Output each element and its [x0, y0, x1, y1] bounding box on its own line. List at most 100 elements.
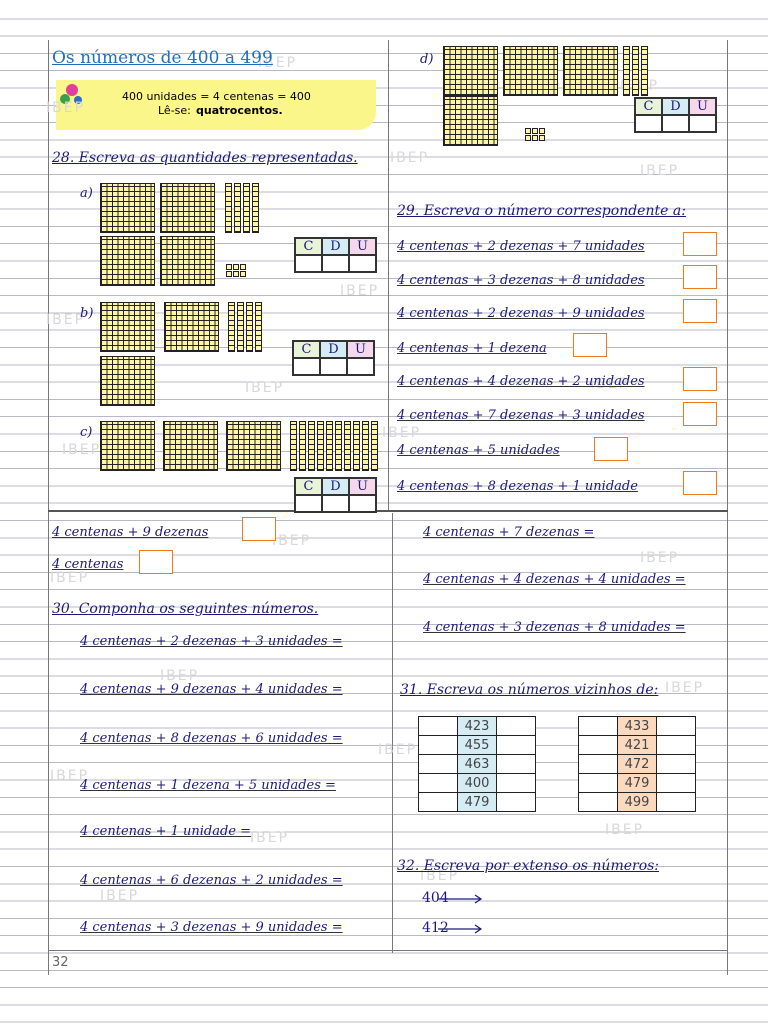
expression: 4 centenas + 8 dezenas + 6 unidades =	[80, 731, 343, 746]
place-value-label: D	[320, 341, 347, 358]
hundred-block	[160, 236, 215, 286]
answer-cell	[578, 792, 618, 812]
watermark: IBEP	[46, 312, 86, 328]
place-value-label: C	[295, 238, 322, 255]
hundred-block	[443, 96, 498, 146]
answer-cell	[656, 773, 696, 793]
watermark: IBEP	[640, 550, 680, 566]
number-cell: 479	[617, 773, 657, 793]
page-number: 32	[52, 955, 69, 970]
answer-cell	[418, 754, 458, 774]
item-label: b)	[80, 306, 94, 321]
watermark: IBEP	[245, 380, 285, 396]
number-cell: 499	[617, 792, 657, 812]
watermark: IBEP	[50, 768, 90, 784]
neighbors-table: 433 421 472 479 499	[578, 716, 696, 812]
answer-box	[683, 471, 717, 495]
answer-cell	[578, 735, 618, 755]
answer-box	[683, 265, 717, 289]
answer-cell	[418, 716, 458, 736]
answer-cell	[656, 716, 696, 736]
answer-cell	[349, 255, 376, 272]
unit-cube	[539, 135, 545, 141]
ten-rod	[326, 421, 333, 471]
expression: 4 centenas + 9 dezenas + 4 unidades =	[80, 682, 343, 697]
hundred-block	[503, 46, 558, 96]
number-cell: 433	[617, 716, 657, 736]
expression: 4 centenas + 3 dezenas + 9 unidades =	[80, 920, 343, 935]
answer-cell	[322, 255, 349, 272]
answer-cell	[295, 495, 322, 512]
expression: 4 centenas + 1 dezena	[397, 341, 547, 356]
hundred-block	[160, 183, 215, 233]
answer-cell	[496, 792, 536, 812]
watermark: IBEP	[378, 742, 418, 758]
place-value-label: U	[349, 478, 376, 495]
number-cell: 472	[617, 754, 657, 774]
expression: 4 centenas + 4 dezenas + 4 unidades =	[423, 572, 686, 587]
watermark: IBEP	[62, 442, 102, 458]
watermark: IBEP	[382, 425, 422, 441]
answer-cell	[496, 735, 536, 755]
unit-cube	[226, 264, 232, 270]
answer-cell	[418, 735, 458, 755]
unit-cube	[233, 264, 239, 270]
expression: 4 centenas + 3 dezenas + 8 unidades	[397, 273, 645, 288]
read-prefix: Lê-se:	[158, 104, 191, 117]
watermark: IBEP	[250, 830, 290, 846]
watermark: IBEP	[640, 163, 680, 179]
margin-line	[48, 40, 49, 975]
margin-line	[727, 40, 728, 975]
expression: 4 centenas + 7 dezenas =	[423, 525, 595, 540]
expression: 4 centenas + 1 unidade =	[80, 824, 252, 839]
ten-rod	[641, 46, 648, 96]
answer-box	[683, 402, 717, 426]
item-label: c)	[80, 425, 93, 440]
answer-cell	[418, 792, 458, 812]
number-cell: 400	[457, 773, 497, 793]
ten-rod	[317, 421, 324, 471]
watermark: IBEP	[160, 668, 200, 684]
ten-rod	[362, 421, 369, 471]
watermark: IBEP	[50, 570, 90, 586]
expression: 4 centenas + 5 unidades	[397, 443, 560, 458]
ten-rod	[252, 183, 259, 233]
answer-box	[594, 437, 628, 461]
number-cell: 423	[457, 716, 497, 736]
column-divider	[392, 513, 393, 953]
unit-cube	[539, 128, 545, 134]
unit-cube	[240, 271, 246, 277]
answer-cell	[578, 716, 618, 736]
ten-rod	[246, 302, 253, 352]
info-line: 400 unidades = 4 centenas = 400	[122, 90, 311, 103]
place-value-label: D	[322, 478, 349, 495]
icon	[74, 96, 82, 104]
place-value-label: D	[662, 98, 689, 115]
unit-cube	[233, 271, 239, 277]
ten-rod	[237, 302, 244, 352]
number-cell: 479	[457, 792, 497, 812]
hundred-block	[100, 421, 155, 471]
ten-rod	[623, 46, 630, 96]
answer-cell	[322, 495, 349, 512]
icon	[60, 94, 70, 104]
place-value-label: C	[293, 341, 320, 358]
hundred-block	[100, 183, 155, 233]
item-label: d)	[420, 52, 434, 67]
watermark: IBEP	[590, 376, 630, 392]
watermark: IBEP	[100, 888, 140, 904]
heading: 31. Escreva os números vizinhos de:	[400, 682, 659, 698]
answer-cell	[295, 255, 322, 272]
heading: 29. Escreva o número correspondente a:	[397, 203, 686, 219]
ten-rod	[353, 421, 360, 471]
ten-rod	[371, 421, 378, 471]
ten-rod	[308, 421, 315, 471]
unit-cube	[240, 264, 246, 270]
unit-cube	[532, 135, 538, 141]
answer-cell	[635, 115, 662, 132]
answer-cell	[656, 735, 696, 755]
answer-cell	[578, 773, 618, 793]
watermark: IBEP	[340, 283, 380, 299]
